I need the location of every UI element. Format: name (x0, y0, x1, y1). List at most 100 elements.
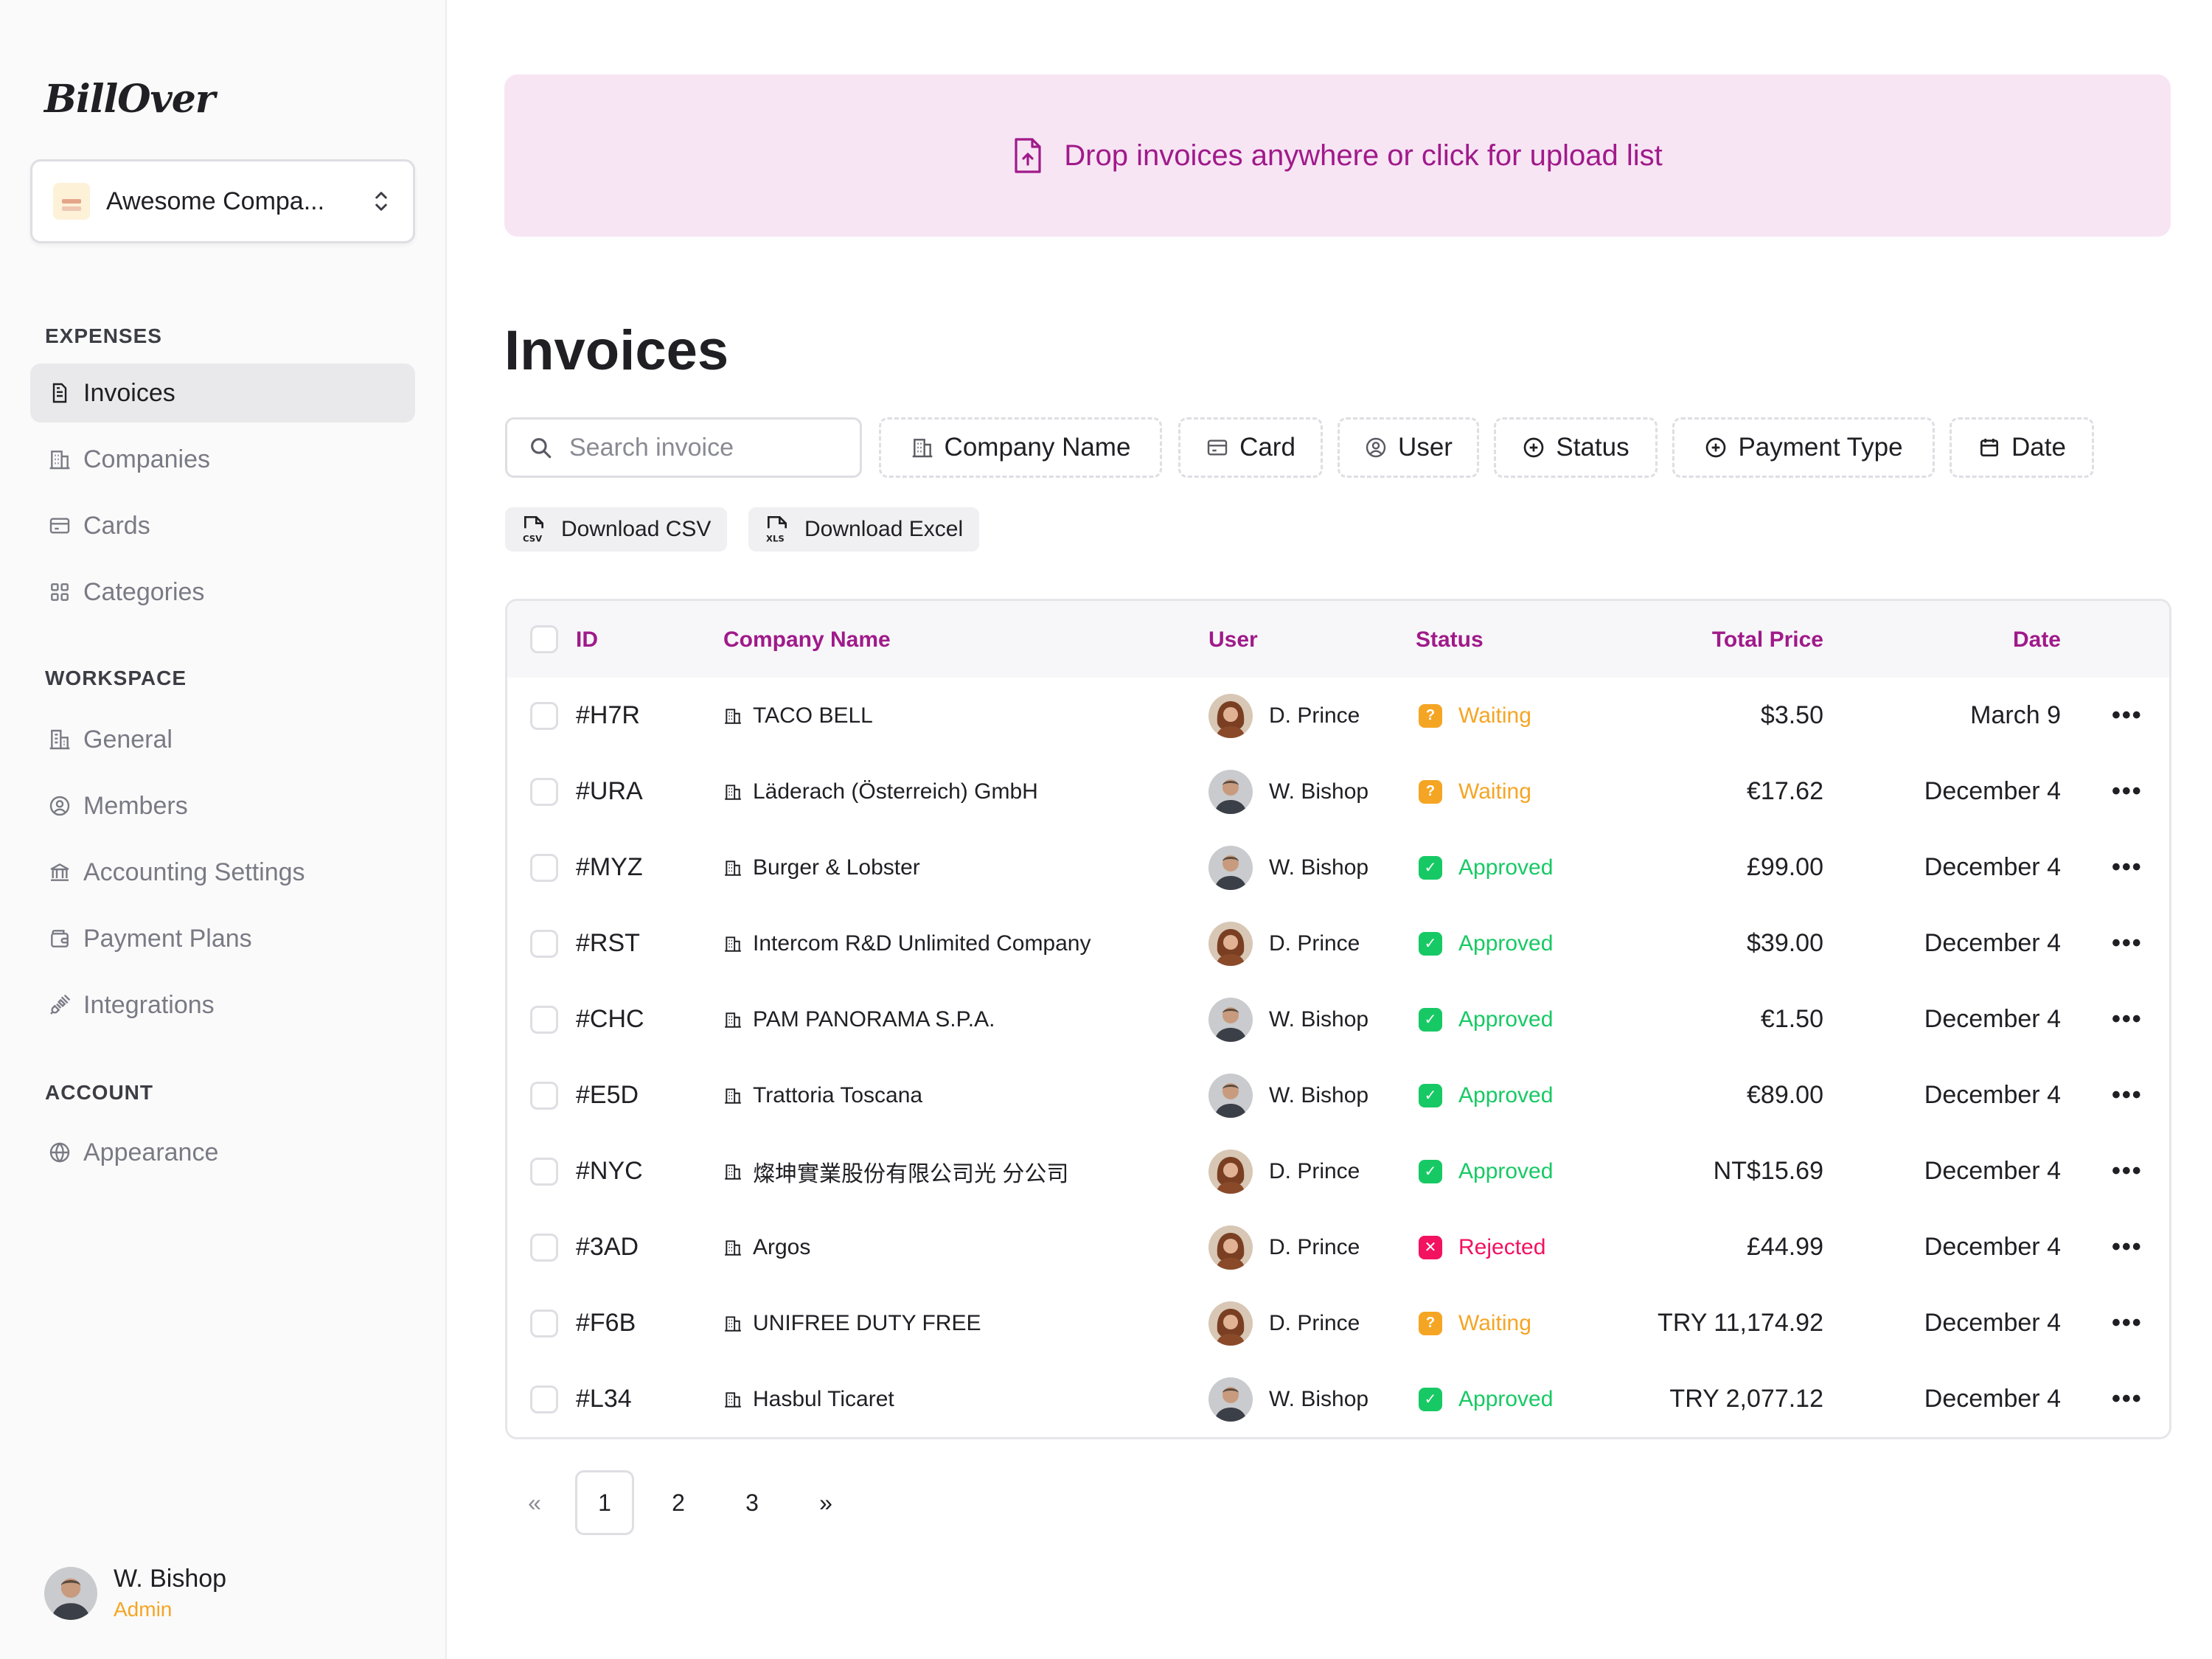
column-header-status[interactable]: Status (1416, 627, 1484, 652)
user-cell: W. Bishop (1208, 1361, 1368, 1437)
column-header-total[interactable]: Total Price (1711, 627, 1823, 652)
row-checkbox[interactable] (530, 1310, 558, 1338)
status-cell: ? Waiting (1419, 678, 1531, 754)
status-cell: ✓ Approved (1419, 905, 1553, 981)
invoice-id[interactable]: #3AD (576, 1233, 639, 1261)
user-name: D. Prince (1269, 1310, 1360, 1335)
invoice-id[interactable]: #RST (576, 929, 640, 957)
column-header-date[interactable]: Date (2012, 627, 2061, 652)
download-excel-button[interactable]: XLS Download Excel (748, 507, 980, 552)
invoice-id[interactable]: #URA (576, 777, 643, 805)
invoice-id[interactable]: #F6B (576, 1309, 636, 1337)
row-checkbox[interactable] (530, 1158, 558, 1186)
table-row[interactable]: #URA Läderach (Österreich) GmbH W. Bishop?… (507, 754, 2169, 830)
filter-date[interactable]: Date (1950, 417, 2094, 478)
download-csv-label: Download CSV (561, 517, 712, 541)
company-name: Awesome Compa... (106, 187, 325, 215)
pagination-prev[interactable]: « (528, 1489, 541, 1516)
filter-user[interactable]: User (1338, 417, 1479, 478)
user-name: W. Bishop (1269, 1386, 1369, 1411)
row-checkbox[interactable] (530, 702, 558, 730)
sidebar-item-members[interactable]: Members (30, 776, 415, 835)
invoice-date: December 4 (1924, 853, 2061, 881)
select-all-checkbox[interactable] (530, 625, 558, 653)
building-icon (725, 1164, 741, 1180)
pagination-next[interactable]: » (819, 1489, 832, 1516)
more-actions-icon[interactable]: ••• (2112, 853, 2143, 881)
row-checkbox[interactable] (530, 1234, 558, 1262)
more-actions-icon[interactable]: ••• (2112, 1157, 2143, 1185)
table-row[interactable]: #3AD Argos D. Prince ✕ Rejected £44.99 Decembe… (507, 1209, 2169, 1285)
invoice-id[interactable]: #E5D (576, 1081, 639, 1109)
total-price: TRY 11,174.92 (1658, 1309, 1823, 1337)
row-checkbox[interactable] (530, 1082, 558, 1110)
more-actions-icon[interactable]: ••• (2112, 1309, 2143, 1337)
more-actions-icon[interactable]: ••• (2112, 1385, 2143, 1413)
sidebar-item-categories[interactable]: Categories (30, 563, 415, 622)
invoice-id[interactable]: #H7R (576, 701, 640, 729)
total-price: $39.00 (1747, 929, 1823, 957)
pagination-page-2[interactable]: 2 (672, 1489, 685, 1516)
avatar (1208, 1149, 1253, 1194)
avatar (1208, 1073, 1253, 1118)
upload-label: Drop invoices anywhere or click for uplo… (1064, 139, 1663, 172)
table-row[interactable]: #RST Intercom R&D Unlimited Company D. Pri… (507, 905, 2169, 981)
table-row[interactable]: #CHC PAM PANORAMA S.P.A. W. Bishop ✓ Approve… (507, 981, 2169, 1057)
company-name: UNIFREE DUTY FREE (753, 1310, 981, 1335)
search-input[interactable] (569, 433, 849, 462)
company-switcher[interactable]: Awesome Compa... (30, 159, 415, 243)
table-row[interactable]: #L34 Hasbul Ticaret W. Bishop ✓ Approved TRY … (507, 1361, 2169, 1437)
sidebar-item-cards[interactable]: Cards (30, 496, 415, 555)
row-checkbox[interactable] (530, 778, 558, 806)
status-approved-icon: ✓ (1419, 1159, 1442, 1183)
filter-status[interactable]: Status (1494, 417, 1658, 478)
row-checkbox[interactable] (530, 854, 558, 882)
sidebar-item-companies[interactable]: Companies (30, 430, 415, 489)
sidebar-item-invoices[interactable]: Invoices (30, 364, 415, 422)
status-cell: ? Waiting (1419, 1285, 1531, 1361)
avatar (1208, 921, 1253, 966)
more-actions-icon[interactable]: ••• (2112, 1233, 2143, 1261)
upload-dropzone[interactable]: Drop invoices anywhere or click for uplo… (504, 74, 2171, 237)
more-actions-icon[interactable]: ••• (2112, 1005, 2143, 1033)
sidebar-item-integrations[interactable]: Integrations (30, 975, 415, 1034)
sidebar-item-appearance[interactable]: Appearance (30, 1123, 415, 1182)
office-icon (49, 729, 70, 750)
table-row[interactable]: #MYZ Burger & Lobster W. Bishop ✓ Approved £9… (507, 830, 2169, 905)
invoice-id[interactable]: #L34 (576, 1385, 632, 1413)
filter-company-name[interactable]: Company Name (879, 417, 1162, 478)
row-checkbox[interactable] (530, 1006, 558, 1034)
row-checkbox[interactable] (530, 1385, 558, 1413)
table-row[interactable]: #NYC 燦坤實業股份有限公司光 分公司 D. Prince ✓ Approved NT$… (507, 1133, 2169, 1209)
table-row[interactable]: #F6B UNIFREE DUTY FREE D. Prince ? Waiting TR… (507, 1285, 2169, 1361)
table-row[interactable]: #E5D Trattoria Toscana W. Bishop ✓ Approved €… (507, 1057, 2169, 1133)
invoice-id[interactable]: #NYC (576, 1157, 643, 1185)
total-price: €1.50 (1760, 1005, 1823, 1033)
row-checkbox[interactable] (530, 930, 558, 958)
app-logo[interactable]: BillOver (44, 77, 215, 122)
sidebar-item-payment-plans[interactable]: Payment Plans (30, 909, 415, 968)
status-approved-icon: ✓ (1419, 1387, 1442, 1411)
more-actions-icon[interactable]: ••• (2112, 701, 2143, 729)
status-approved-icon: ✓ (1419, 931, 1442, 956)
column-header-user[interactable]: User (1208, 627, 1258, 652)
filter-card[interactable]: Card (1178, 417, 1323, 478)
filter-payment-type[interactable]: Payment Type (1672, 417, 1935, 478)
current-user[interactable]: W. Bishop Admin (44, 1565, 226, 1621)
company-cell: Burger & Lobster (723, 830, 920, 905)
table-row[interactable]: #H7R TACO BELL D. Prince? Waiting $3.50 March… (507, 678, 2169, 754)
pagination-page-3[interactable]: 3 (745, 1489, 759, 1516)
more-actions-icon[interactable]: ••• (2112, 1081, 2143, 1109)
user-cell: W. Bishop (1208, 830, 1368, 905)
invoice-id[interactable]: #MYZ (576, 853, 643, 881)
pagination-page-1[interactable]: 1 (575, 1470, 634, 1535)
more-actions-icon[interactable]: ••• (2112, 777, 2143, 805)
invoice-id[interactable]: #CHC (576, 1005, 644, 1033)
more-actions-icon[interactable]: ••• (2112, 929, 2143, 957)
column-header-id[interactable]: ID (576, 627, 598, 652)
sidebar-item-general[interactable]: General (30, 710, 415, 769)
download-csv-button[interactable]: CSV Download CSV (505, 507, 728, 552)
column-header-company[interactable]: Company Name (723, 627, 891, 652)
sidebar-item-accounting-settings[interactable]: Accounting Settings (30, 843, 415, 902)
search-box[interactable] (505, 417, 862, 478)
